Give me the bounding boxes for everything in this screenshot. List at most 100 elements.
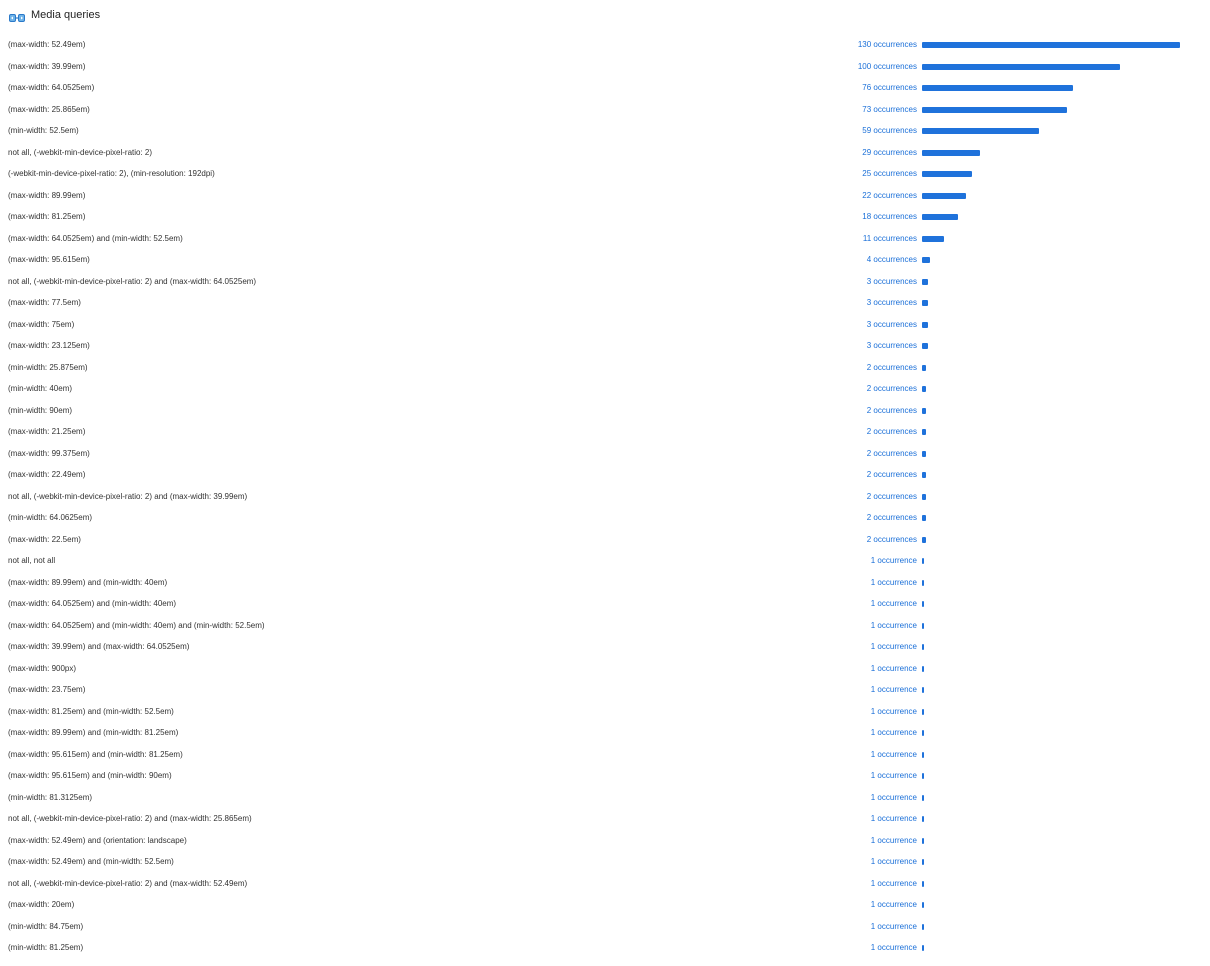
occurrences-link[interactable]: 3 occurrences — [866, 320, 917, 329]
occurrences-link[interactable]: 3 occurrences — [866, 341, 917, 350]
occurrences-link[interactable]: 11 occurrences — [862, 234, 917, 243]
occurrences-link[interactable]: 1 occurrence — [870, 814, 917, 823]
list-item: (max-width: 89.99em) 22 occurrences — [0, 188, 1210, 204]
occurrences-link[interactable]: 1 occurrence — [870, 728, 917, 737]
media-query-label: (max-width: 81.25em) — [8, 212, 86, 221]
occurrences-bar — [922, 128, 1039, 134]
occurrences-bar — [922, 64, 1120, 70]
occurrences-link[interactable]: 1 occurrence — [870, 750, 917, 759]
list-item: (max-width: 95.615em) 4 occurrences — [0, 252, 1210, 268]
occurrences-link[interactable]: 2 occurrences — [866, 449, 917, 458]
list-item: (-webkit-min-device-pixel-ratio: 2), (mi… — [0, 166, 1210, 182]
occurrences-bar — [922, 580, 924, 586]
list-item: (max-width: 64.0525em) and (min-width: 5… — [0, 231, 1210, 247]
occurrences-link[interactable]: 1 occurrence — [870, 771, 917, 780]
occurrences-link[interactable]: 2 occurrences — [866, 363, 917, 372]
occurrences-bar — [922, 193, 966, 199]
occurrences-bar — [922, 859, 924, 865]
list-item: (max-width: 52.49em) and (min-width: 52.… — [0, 854, 1210, 870]
occurrences-bar — [922, 300, 928, 306]
occurrences-link[interactable]: 1 occurrence — [870, 836, 917, 845]
occurrences-bar — [922, 451, 926, 457]
occurrences-bar — [922, 214, 958, 220]
media-query-label: (-webkit-min-device-pixel-ratio: 2), (mi… — [8, 169, 215, 178]
occurrences-bar — [922, 343, 928, 349]
occurrences-link[interactable]: 76 occurrences — [862, 83, 917, 92]
occurrences-link[interactable]: 1 occurrence — [870, 642, 917, 651]
media-query-label: (max-width: 89.99em) and (min-width: 40e… — [8, 578, 168, 587]
media-query-label: (min-width: 40em) — [8, 384, 73, 393]
list-item: (min-width: 90em) 2 occurrences — [0, 403, 1210, 419]
occurrences-link[interactable]: 2 occurrences — [866, 492, 917, 501]
occurrences-link[interactable]: 100 occurrences — [857, 62, 917, 71]
occurrences-link[interactable]: 59 occurrences — [862, 126, 917, 135]
list-item: (max-width: 900px) 1 occurrence — [0, 661, 1210, 677]
list-item: (max-width: 21.25em) 2 occurrences — [0, 424, 1210, 440]
media-query-label: not all, (-webkit-min-device-pixel-ratio… — [8, 277, 257, 286]
occurrences-link[interactable]: 1 occurrence — [870, 900, 917, 909]
occurrences-link[interactable]: 2 occurrences — [866, 470, 917, 479]
occurrences-link[interactable]: 1 occurrence — [870, 578, 917, 587]
occurrences-link[interactable]: 29 occurrences — [862, 148, 917, 157]
media-query-label: (max-width: 77.5em) — [8, 298, 81, 307]
list-item: (min-width: 84.75em) 1 occurrence — [0, 919, 1210, 935]
media-query-label: (max-width: 25.865em) — [8, 105, 90, 114]
occurrences-bar — [922, 257, 930, 263]
occurrences-bar — [922, 881, 924, 887]
media-query-label: (max-width: 900px) — [8, 664, 77, 673]
section-header: Media queries — [9, 6, 100, 24]
media-query-label: (max-width: 81.25em) and (min-width: 52.… — [8, 707, 174, 716]
media-query-label: (max-width: 21.25em) — [8, 427, 86, 436]
occurrences-link[interactable]: 18 occurrences — [862, 212, 917, 221]
list-item: (max-width: 52.49em) 130 occurrences — [0, 37, 1210, 53]
occurrences-link[interactable]: 2 occurrences — [866, 384, 917, 393]
occurrences-link[interactable]: 2 occurrences — [866, 427, 917, 436]
list-item: not all, (-webkit-min-device-pixel-ratio… — [0, 274, 1210, 290]
occurrences-link[interactable]: 1 occurrence — [870, 685, 917, 694]
list-item: (max-width: 81.25em) 18 occurrences — [0, 209, 1210, 225]
occurrences-link[interactable]: 25 occurrences — [862, 169, 917, 178]
media-query-label: not all, (-webkit-min-device-pixel-ratio… — [8, 148, 153, 157]
media-query-label: (max-width: 64.0525em) and (min-width: 4… — [8, 599, 177, 608]
occurrences-link[interactable]: 2 occurrences — [866, 513, 917, 522]
media-queries-icon — [9, 10, 25, 22]
list-item: (max-width: 75em) 3 occurrences — [0, 317, 1210, 333]
occurrences-link[interactable]: 73 occurrences — [862, 105, 917, 114]
occurrences-bar — [922, 838, 924, 844]
occurrences-link[interactable]: 1 occurrence — [870, 707, 917, 716]
occurrences-link[interactable]: 1 occurrence — [870, 857, 917, 866]
occurrences-bar — [922, 365, 926, 371]
list-item: (max-width: 77.5em) 3 occurrences — [0, 295, 1210, 311]
media-query-label: (max-width: 64.0525em) and (min-width: 4… — [8, 621, 265, 630]
occurrences-link[interactable]: 1 occurrence — [870, 621, 917, 630]
occurrences-bar — [922, 472, 926, 478]
occurrences-link[interactable]: 1 occurrence — [870, 943, 917, 952]
media-query-label: (max-width: 75em) — [8, 320, 75, 329]
occurrences-bar — [922, 279, 928, 285]
media-query-label: (max-width: 22.49em) — [8, 470, 86, 479]
occurrences-link[interactable]: 22 occurrences — [862, 191, 917, 200]
occurrences-bar — [922, 945, 924, 951]
occurrences-link[interactable]: 3 occurrences — [866, 277, 917, 286]
occurrences-link[interactable]: 1 occurrence — [870, 556, 917, 565]
occurrences-link[interactable]: 4 occurrences — [866, 255, 917, 264]
occurrences-link[interactable]: 1 occurrence — [870, 922, 917, 931]
list-item: (max-width: 95.615em) and (min-width: 81… — [0, 747, 1210, 763]
occurrences-bar — [922, 687, 924, 693]
list-item: (max-width: 23.125em) 3 occurrences — [0, 338, 1210, 354]
occurrences-link[interactable]: 2 occurrences — [866, 406, 917, 415]
list-item: (max-width: 39.99em) and (max-width: 64.… — [0, 639, 1210, 655]
occurrences-link[interactable]: 1 occurrence — [870, 599, 917, 608]
occurrences-link[interactable]: 2 occurrences — [866, 535, 917, 544]
media-query-label: (max-width: 95.615em) — [8, 255, 90, 264]
occurrences-link[interactable]: 1 occurrence — [870, 793, 917, 802]
occurrences-link[interactable]: 1 occurrence — [870, 879, 917, 888]
occurrences-link[interactable]: 3 occurrences — [866, 298, 917, 307]
media-query-label: (max-width: 64.0525em) and (min-width: 5… — [8, 234, 183, 243]
occurrences-link[interactable]: 1 occurrence — [870, 664, 917, 673]
occurrences-link[interactable]: 130 occurrences — [857, 40, 917, 49]
media-query-label: (max-width: 39.99em) — [8, 62, 86, 71]
list-item: not all, not all 1 occurrence — [0, 553, 1210, 569]
media-query-label: (min-width: 90em) — [8, 406, 73, 415]
